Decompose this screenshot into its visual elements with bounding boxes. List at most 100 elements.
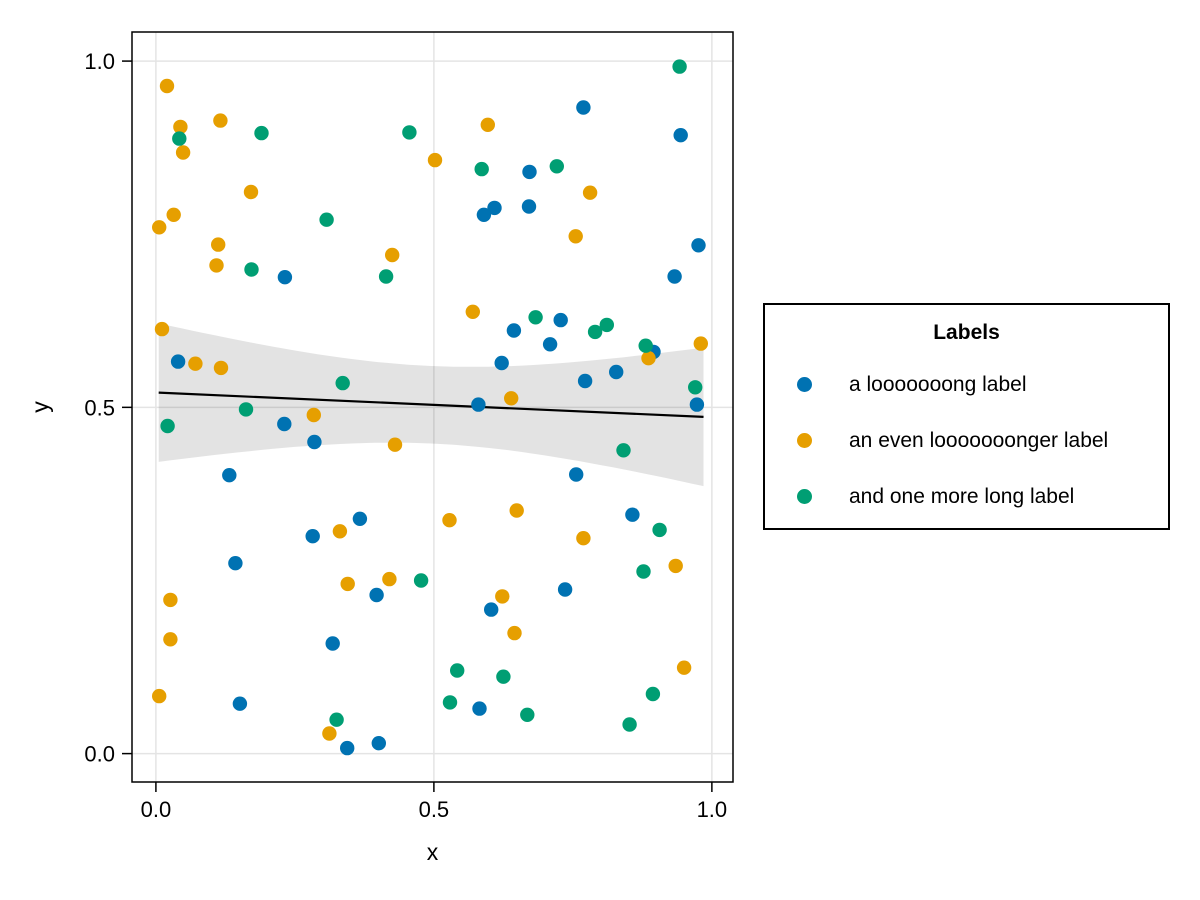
scatter-point bbox=[307, 434, 322, 450]
scatter-point bbox=[509, 503, 524, 518]
scatter-point bbox=[528, 310, 543, 325]
scatter-point bbox=[689, 397, 705, 412]
legend: Labels a looooooong label an even looooo… bbox=[763, 303, 1170, 530]
scatter-point bbox=[693, 336, 708, 351]
scatter-point bbox=[413, 573, 429, 588]
scatter-point bbox=[329, 712, 344, 727]
legend-marker-patch bbox=[787, 377, 821, 392]
scatter-point bbox=[211, 237, 226, 252]
scatter-point bbox=[622, 717, 637, 732]
scatter-point bbox=[638, 338, 653, 353]
legend-title: Labels bbox=[933, 321, 1000, 344]
scatter-point bbox=[542, 337, 558, 352]
legend-item-label: a looooooong label bbox=[849, 372, 1027, 396]
scatter-point bbox=[340, 576, 355, 592]
scatter-point bbox=[484, 602, 499, 617]
legend-marker-patch bbox=[787, 433, 821, 448]
legend-items: a looooooong label an even looooooonger … bbox=[787, 367, 1168, 514]
scatter-point bbox=[676, 660, 692, 675]
x-tick-label: 0.5 bbox=[419, 797, 450, 822]
scatter-point bbox=[494, 355, 509, 371]
scatter-point bbox=[277, 270, 293, 285]
scatter-point bbox=[673, 128, 688, 143]
scatter-point bbox=[616, 443, 631, 458]
scatter-point bbox=[170, 354, 186, 369]
scatter-point bbox=[568, 229, 583, 244]
scatter-point bbox=[645, 686, 661, 702]
scatter-point bbox=[166, 207, 181, 222]
scatter-point bbox=[154, 321, 170, 337]
scatter-point bbox=[474, 161, 489, 177]
scatter-point bbox=[667, 269, 682, 284]
scatter-point bbox=[387, 437, 403, 452]
scatter-point bbox=[476, 207, 492, 222]
scatter-point bbox=[553, 312, 568, 328]
scatter-point bbox=[450, 663, 465, 678]
scatter-point bbox=[163, 592, 178, 608]
scatter-point bbox=[172, 131, 187, 146]
scatter-point bbox=[173, 119, 188, 135]
scatter-point bbox=[382, 571, 397, 587]
scatter-point bbox=[521, 199, 537, 214]
scatter-point bbox=[672, 59, 687, 74]
scatter-point bbox=[213, 113, 228, 128]
scatter-point bbox=[472, 701, 487, 716]
y-tick-label: 0.5 bbox=[84, 395, 115, 420]
scatter-point bbox=[495, 589, 510, 604]
scatter-point bbox=[582, 185, 598, 200]
x-tick-label: 0.0 bbox=[141, 797, 172, 822]
y-axis-label: y bbox=[27, 401, 53, 413]
legend-item: a looooooong label bbox=[787, 367, 1168, 402]
fit-line bbox=[158, 391, 704, 418]
scatter-point bbox=[213, 360, 229, 376]
scatter-point bbox=[371, 736, 386, 751]
scatter-point bbox=[378, 269, 394, 284]
scatter-point bbox=[549, 159, 564, 174]
scatter-point bbox=[175, 145, 191, 160]
scatter-point bbox=[691, 238, 706, 253]
scatter-point bbox=[277, 416, 292, 432]
scatter-point bbox=[402, 125, 417, 140]
scatter-point bbox=[306, 407, 321, 423]
legend-item: an even looooooonger label bbox=[787, 423, 1168, 458]
legend-item-label: an even looooooonger label bbox=[849, 428, 1109, 452]
legend-marker-dot bbox=[796, 433, 812, 448]
scatter-point bbox=[576, 100, 591, 115]
scatter-point bbox=[332, 524, 348, 539]
scatter-point bbox=[688, 380, 703, 395]
scatter-point bbox=[254, 125, 269, 141]
scatter-point bbox=[335, 375, 350, 391]
scatter-point bbox=[442, 513, 457, 528]
scatter-point bbox=[243, 184, 259, 200]
scatter-point bbox=[480, 117, 495, 132]
scatter-point bbox=[325, 636, 340, 651]
scatter-point bbox=[152, 220, 167, 235]
scatter-point bbox=[232, 696, 248, 711]
scatter-point bbox=[487, 200, 502, 216]
scatter-point bbox=[668, 558, 683, 574]
scatter-point bbox=[238, 402, 254, 417]
scatter-point bbox=[427, 152, 443, 168]
scatter-point bbox=[507, 625, 522, 641]
scatter-point bbox=[319, 212, 334, 227]
scatter-point bbox=[222, 468, 237, 483]
scatter-point bbox=[305, 529, 320, 544]
x-axis-label: x bbox=[427, 839, 439, 865]
scatter-point bbox=[159, 78, 175, 94]
scatter-point bbox=[652, 522, 667, 538]
x-tick-label: 1.0 bbox=[697, 797, 728, 822]
scatter-point bbox=[636, 564, 651, 579]
scatter-point bbox=[322, 726, 337, 741]
legend-marker-dot bbox=[796, 377, 812, 392]
scatter-point bbox=[504, 391, 519, 406]
scatter-point bbox=[641, 351, 656, 366]
scatter-point bbox=[506, 323, 522, 338]
scatter-point bbox=[496, 669, 511, 684]
legend-item: and one more long label bbox=[787, 479, 1168, 514]
scatter-point bbox=[163, 632, 178, 647]
scatter-point bbox=[576, 531, 591, 546]
scatter-point bbox=[209, 258, 224, 273]
scatter-point bbox=[522, 164, 537, 180]
